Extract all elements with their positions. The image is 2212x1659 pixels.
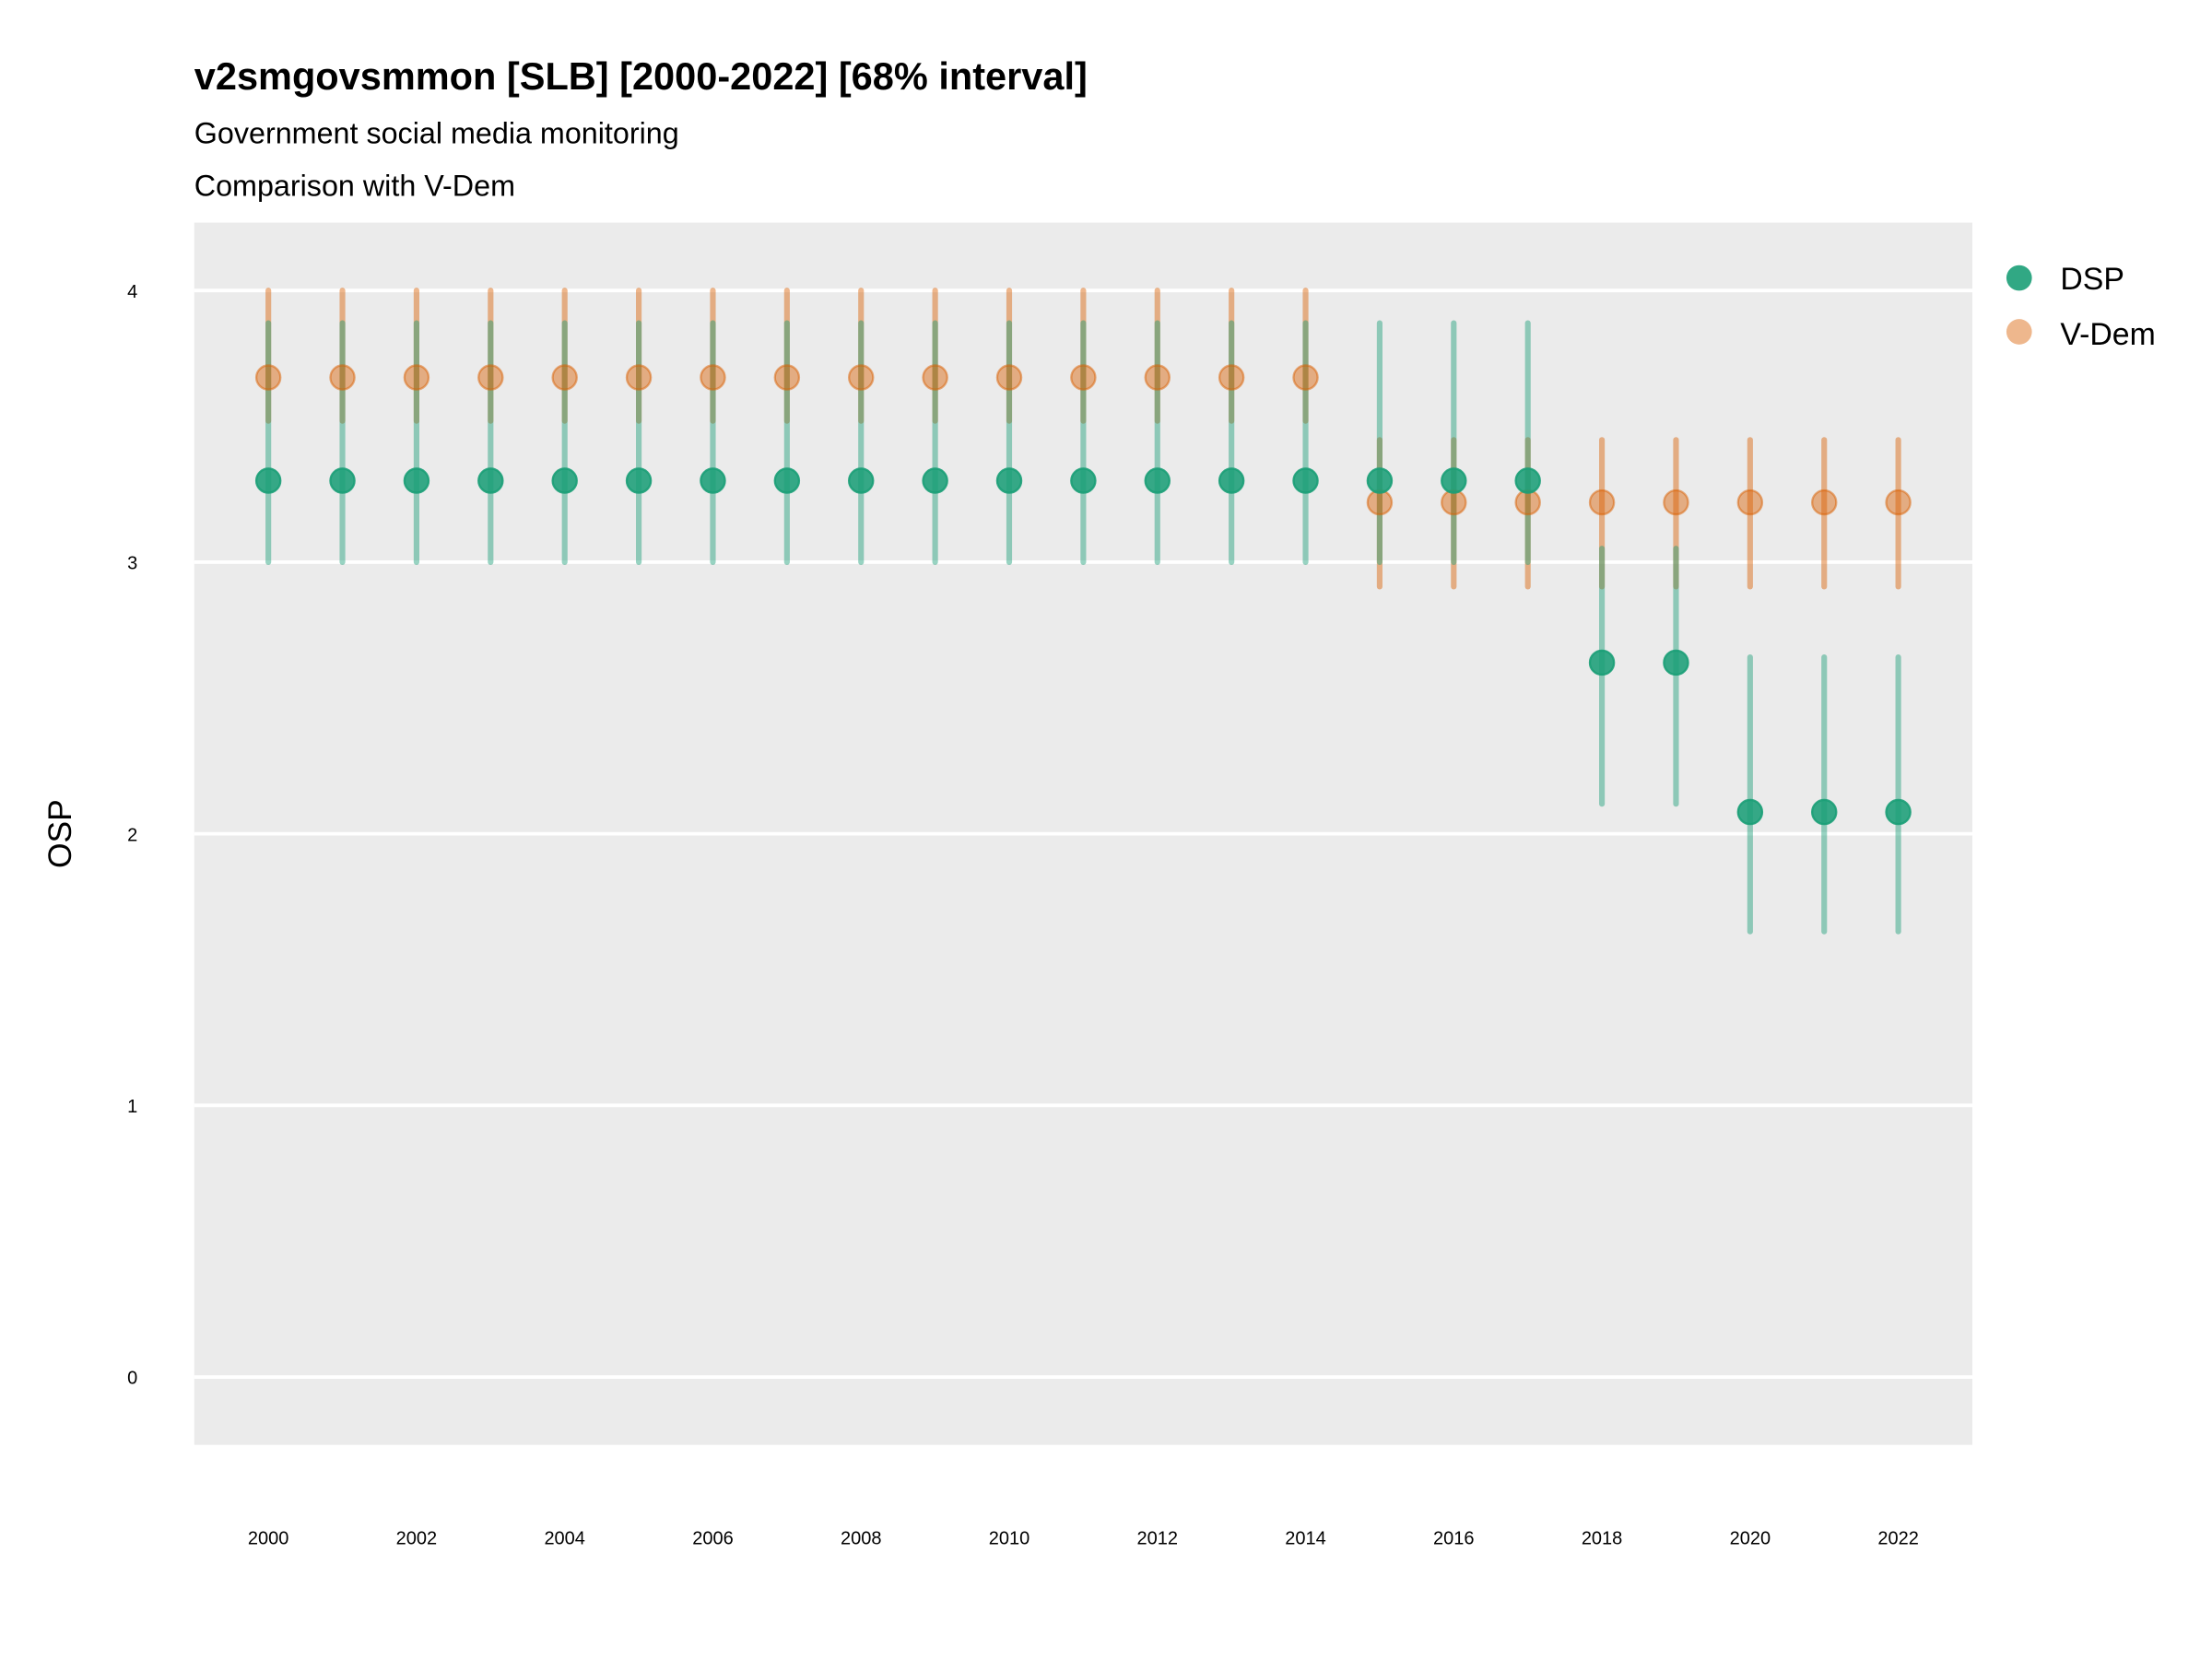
point-dsp	[1218, 467, 1245, 494]
point-dsp	[700, 467, 726, 494]
point-vdem	[477, 364, 504, 391]
point-vdem	[773, 364, 801, 391]
legend-key-vdem	[2006, 319, 2032, 345]
point-vdem	[848, 364, 875, 391]
point-vdem	[551, 364, 578, 391]
point-dsp	[1885, 798, 1912, 826]
point-vdem	[1885, 488, 1912, 516]
point-dsp	[329, 467, 356, 494]
point-vdem	[1441, 488, 1467, 516]
point-vdem	[1514, 488, 1541, 516]
point-vdem	[1292, 364, 1319, 391]
x-tick-label: 2020	[1730, 1528, 1771, 1548]
x-tick-label: 2014	[1285, 1528, 1326, 1548]
y-tick-label: 1	[127, 1097, 137, 1117]
point-vdem	[1736, 488, 1764, 516]
point-vdem	[700, 364, 726, 391]
point-dsp	[1070, 467, 1097, 494]
y-tick-label: 0	[127, 1369, 137, 1389]
point-dsp	[1588, 649, 1616, 677]
point-vdem	[1070, 364, 1097, 391]
chart-subtitle-2: Comparison with V-Dem	[194, 169, 515, 202]
y-tick-label: 3	[127, 554, 137, 574]
x-tick-label: 2004	[544, 1528, 585, 1548]
point-dsp	[254, 467, 282, 494]
point-vdem	[1588, 488, 1616, 516]
x-tick-label: 2010	[989, 1528, 1030, 1548]
y-tick-label: 2	[127, 825, 137, 845]
point-dsp	[1144, 467, 1171, 494]
point-vdem	[1811, 488, 1838, 516]
point-vdem	[922, 364, 948, 391]
data-points	[254, 364, 1912, 826]
point-vdem	[1663, 488, 1689, 516]
legend-label-vdem: V-Dem	[2060, 317, 2155, 352]
x-axis-ticks: 2000 2002 2004 2006 2008 2010 2012 2014 2016 2018…	[248, 1528, 1919, 1548]
x-tick-label: 2000	[248, 1528, 289, 1548]
chart-title: v2smgovsmmon [SLB] [2000-2022] [68% inte…	[194, 54, 1088, 98]
interval-bars	[265, 288, 1901, 935]
point-vdem	[625, 364, 653, 391]
point-vdem	[1366, 488, 1394, 516]
point-dsp	[1514, 467, 1541, 494]
y-tick-label: 4	[127, 282, 137, 302]
x-tick-label: 2022	[1877, 1528, 1919, 1548]
x-tick-label: 2012	[1137, 1528, 1179, 1548]
point-dsp	[922, 467, 948, 494]
point-dsp	[477, 467, 504, 494]
point-dsp	[625, 467, 653, 494]
point-dsp	[1292, 467, 1319, 494]
y-axis-label: OSP	[42, 799, 78, 868]
point-dsp	[848, 467, 875, 494]
y-axis-ticks: 0 1 2 3 4	[127, 282, 137, 1389]
point-dsp	[1736, 798, 1764, 826]
point-dsp	[1811, 798, 1838, 826]
point-dsp	[403, 467, 430, 494]
x-tick-label: 2006	[692, 1528, 734, 1548]
point-dsp	[995, 467, 1023, 494]
point-dsp	[773, 467, 801, 494]
chart-subtitle: Government social media monitoring	[194, 116, 679, 149]
x-tick-label: 2016	[1433, 1528, 1475, 1548]
grid-lines	[194, 288, 1972, 1379]
point-dsp	[1663, 649, 1689, 677]
point-dsp	[1366, 467, 1394, 494]
point-vdem	[329, 364, 356, 391]
point-vdem	[1144, 364, 1171, 391]
point-vdem	[1218, 364, 1245, 391]
x-tick-label: 2018	[1582, 1528, 1623, 1548]
legend-key-dsp	[2006, 265, 2032, 291]
point-vdem	[995, 364, 1023, 391]
x-tick-label: 2008	[841, 1528, 882, 1548]
legend-label-dsp: DSP	[2060, 262, 2124, 297]
point-vdem	[254, 364, 282, 391]
point-vdem	[403, 364, 430, 391]
x-tick-label: 2002	[396, 1528, 437, 1548]
point-dsp	[1441, 467, 1467, 494]
point-dsp	[551, 467, 578, 494]
legend: DSP V-Dem	[2006, 262, 2156, 352]
